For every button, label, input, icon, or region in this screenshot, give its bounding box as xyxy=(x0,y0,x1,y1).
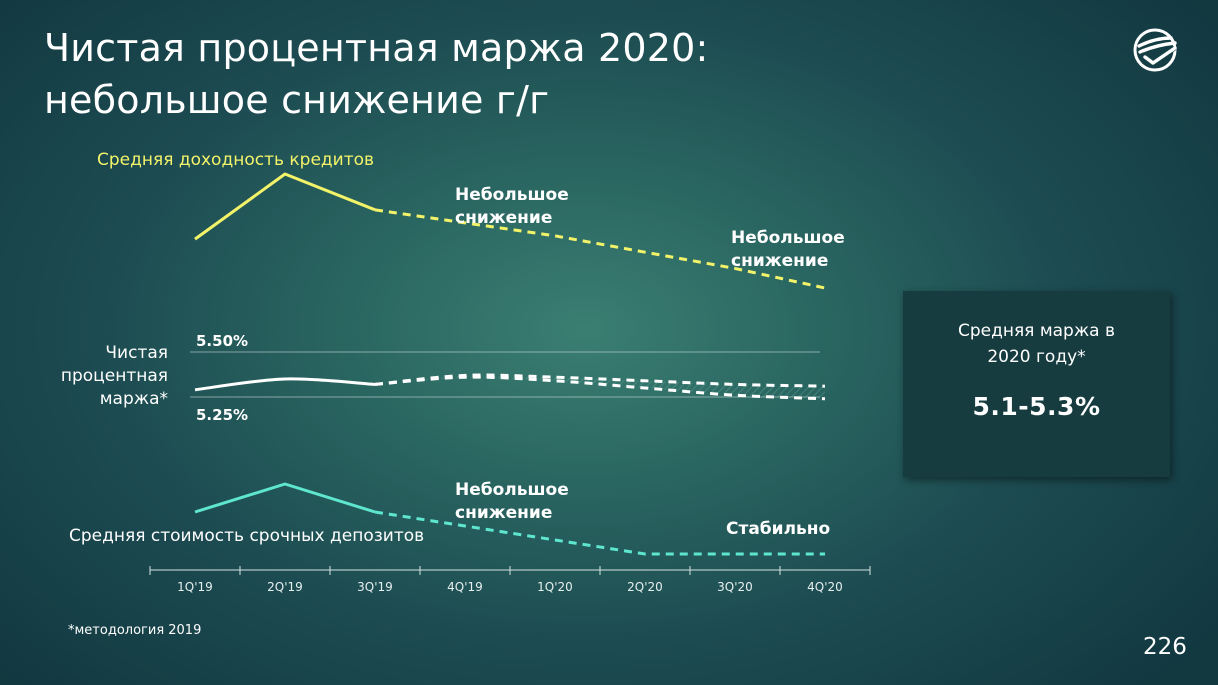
page-number: 226 xyxy=(1143,634,1187,660)
deposit-cost-note-1: Небольшое снижение xyxy=(455,480,569,523)
loan-yield-note-1: Небольшое снижение xyxy=(455,185,569,228)
x-axis xyxy=(149,566,871,575)
nim-lower-forecast-line xyxy=(374,375,826,401)
nim-upper-reference-label: 5.50% xyxy=(196,332,249,350)
deposit-cost-note-2: Стабильно xyxy=(726,519,831,539)
nim-actual-line xyxy=(194,377,376,392)
footnote: *методология 2019 xyxy=(68,623,202,638)
nim-label: Чистая процентная маржа* xyxy=(60,343,168,409)
x-tick-label: 2Q'19 xyxy=(267,580,303,594)
x-tick-label: 3Q'20 xyxy=(717,580,753,594)
deposit-cost-label: Средняя стоимость срочных депозитов xyxy=(69,526,425,546)
slide-title: Чистая процентная маржа 2020: небольшое … xyxy=(44,26,709,122)
x-tick-label: 4Q'19 xyxy=(447,580,483,594)
x-tick-label: 1Q'19 xyxy=(177,580,213,594)
summary-box: Средняя маржа в 2020 году* 5.1-5.3% xyxy=(903,291,1170,477)
loan-yield-label: Средняя доходность кредитов xyxy=(97,150,375,170)
deposit-cost-forecast-line xyxy=(374,510,825,556)
deposit-cost-actual-line xyxy=(194,482,376,514)
loan-yield-forecast-line xyxy=(374,208,826,290)
nim-reference-lines xyxy=(190,351,820,398)
summary-caption: Средняя маржа в 2020 году* xyxy=(957,321,1116,367)
nim-upper-forecast-line xyxy=(374,373,826,388)
x-tick-label: 4Q'20 xyxy=(807,580,843,594)
series-layer xyxy=(194,172,826,556)
x-tick-label: 2Q'20 xyxy=(627,580,663,594)
x-tick-label: 3Q'19 xyxy=(357,580,393,594)
loan-yield-note-2: Небольшое снижение xyxy=(731,228,845,271)
loan-yield-actual-line xyxy=(194,172,376,241)
summary-value: 5.1-5.3% xyxy=(972,392,1101,421)
nim-lower-reference-label: 5.25% xyxy=(196,406,249,424)
x-tick-label: 1Q'20 xyxy=(537,580,573,594)
sber-logo-icon xyxy=(1133,28,1177,72)
